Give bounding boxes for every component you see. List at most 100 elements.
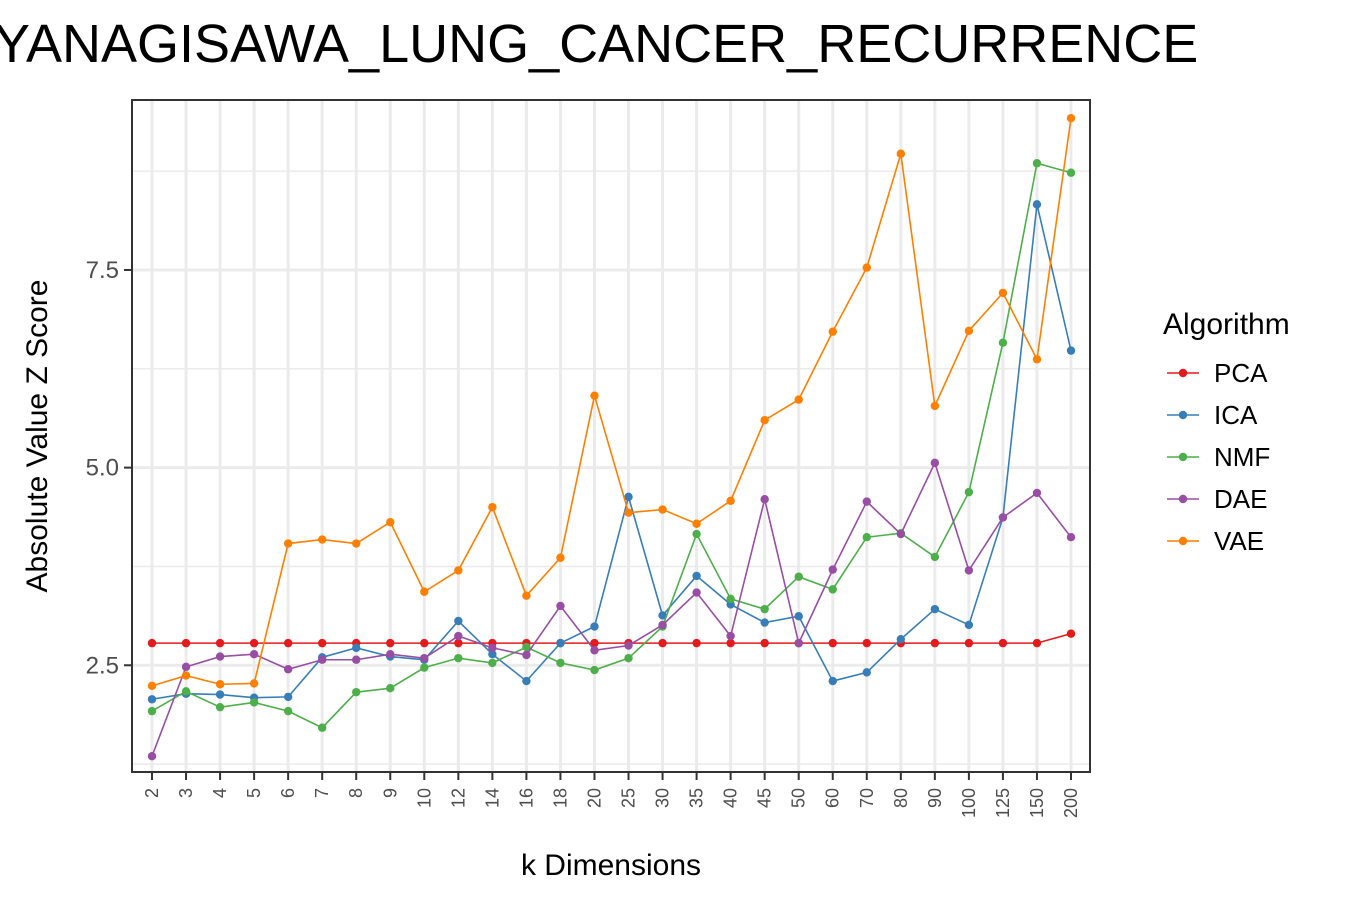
data-point-ica xyxy=(556,638,565,648)
y-tick-label: 7.5 xyxy=(86,257,119,284)
x-tick-label: 8 xyxy=(346,788,366,798)
x-tick-label: 90 xyxy=(925,788,945,808)
data-point-vae xyxy=(352,539,361,548)
data-point-nmf xyxy=(828,585,837,594)
data-point-nmf xyxy=(215,702,225,712)
x-tick-label: 200 xyxy=(1061,788,1081,818)
data-point-dae xyxy=(1032,488,1042,498)
series-ica xyxy=(147,200,1076,704)
data-point-pca xyxy=(862,638,871,648)
data-point-nmf xyxy=(454,653,463,663)
data-point-vae xyxy=(488,502,497,512)
data-point-vae xyxy=(249,679,259,688)
x-tick-label: 4 xyxy=(210,788,230,798)
legend-item-ica: ICA xyxy=(1167,400,1258,430)
series-line-vae xyxy=(151,118,1072,687)
data-point-dae xyxy=(147,751,157,761)
data-point-vae xyxy=(590,391,599,400)
data-point-ica xyxy=(862,668,871,677)
data-point-pca xyxy=(1066,629,1076,638)
data-point-vae xyxy=(930,401,940,411)
data-point-ica xyxy=(522,676,531,686)
panel-border xyxy=(131,99,1091,773)
data-point-pca xyxy=(420,638,429,648)
legend-item-dae: DAE xyxy=(1167,484,1267,514)
legend-key-point xyxy=(1178,494,1188,504)
data-point-ica xyxy=(692,571,701,581)
data-point-pca xyxy=(658,638,667,648)
data-point-nmf xyxy=(998,338,1008,347)
data-point-dae xyxy=(862,497,871,506)
data-point-dae xyxy=(386,650,395,659)
data-point-nmf xyxy=(386,683,395,693)
x-tick-label: 125 xyxy=(993,788,1013,818)
data-point-nmf xyxy=(862,532,871,542)
data-point-vae xyxy=(862,263,871,272)
data-point-ica xyxy=(964,620,974,630)
data-point-pca xyxy=(386,638,395,648)
data-point-dae xyxy=(556,601,565,611)
data-point-vae xyxy=(420,587,429,596)
data-point-dae xyxy=(454,631,463,641)
data-point-vae xyxy=(828,327,837,336)
data-point-nmf xyxy=(181,687,191,696)
data-point-dae xyxy=(964,566,974,575)
x-tick-label: 3 xyxy=(176,788,196,798)
data-point-pca xyxy=(317,638,327,648)
data-point-nmf xyxy=(522,642,531,652)
series-dae xyxy=(147,458,1076,761)
data-point-nmf xyxy=(590,665,599,675)
x-tick-label: 20 xyxy=(584,788,604,808)
data-point-pca xyxy=(726,638,735,648)
data-point-vae xyxy=(147,681,157,691)
data-point-pca xyxy=(1032,638,1042,648)
data-point-ica xyxy=(352,643,361,653)
data-point-dae xyxy=(896,529,906,539)
data-point-dae xyxy=(317,655,327,664)
data-point-ica xyxy=(590,622,599,631)
series-layer xyxy=(147,113,1076,761)
x-tick-label: 12 xyxy=(448,788,468,808)
data-point-nmf xyxy=(624,653,633,663)
data-point-ica xyxy=(896,634,906,644)
data-point-nmf xyxy=(556,658,565,668)
x-tick-label: 6 xyxy=(278,788,298,798)
data-point-vae xyxy=(283,539,293,548)
data-point-dae xyxy=(590,646,599,655)
data-point-nmf xyxy=(760,604,769,614)
x-tick-label: 40 xyxy=(721,788,741,808)
data-point-pca xyxy=(760,638,769,648)
data-point-dae xyxy=(998,513,1008,522)
legend-label: NMF xyxy=(1214,442,1270,472)
x-tick-label: 5 xyxy=(244,788,264,798)
x-tick-label: 70 xyxy=(857,788,877,808)
legend-item-pca: PCA xyxy=(1167,358,1268,388)
data-point-dae xyxy=(658,620,667,630)
data-point-nmf xyxy=(726,594,735,604)
data-point-vae xyxy=(454,566,463,575)
data-point-dae xyxy=(181,662,191,672)
data-point-vae xyxy=(215,680,225,689)
legend-items: PCA ICA NMF DAE VAE xyxy=(1167,358,1270,556)
data-point-nmf xyxy=(930,552,940,562)
data-point-pca xyxy=(998,638,1008,648)
data-point-vae xyxy=(624,508,633,517)
x-axis: 2 3 4 5 6 7 8 9 10 12 14 16 18 20 25 30 35 40 45 50 60 70 80 90… xyxy=(142,772,1081,818)
data-point-pca xyxy=(964,638,974,648)
data-point-nmf xyxy=(964,487,974,497)
data-point-pca xyxy=(828,638,837,648)
data-point-dae xyxy=(283,665,293,674)
data-point-nmf xyxy=(420,663,429,672)
data-point-vae xyxy=(522,591,531,600)
data-point-ica xyxy=(488,650,497,659)
x-tick-label: 150 xyxy=(1027,788,1047,818)
x-tick-label: 100 xyxy=(959,788,979,818)
data-point-dae xyxy=(522,650,531,660)
data-point-pca xyxy=(181,638,191,648)
series-pca xyxy=(147,629,1076,648)
legend-key-point xyxy=(1178,452,1188,462)
data-point-nmf xyxy=(488,658,497,668)
data-point-pca xyxy=(930,638,940,648)
data-point-pca xyxy=(283,638,293,648)
